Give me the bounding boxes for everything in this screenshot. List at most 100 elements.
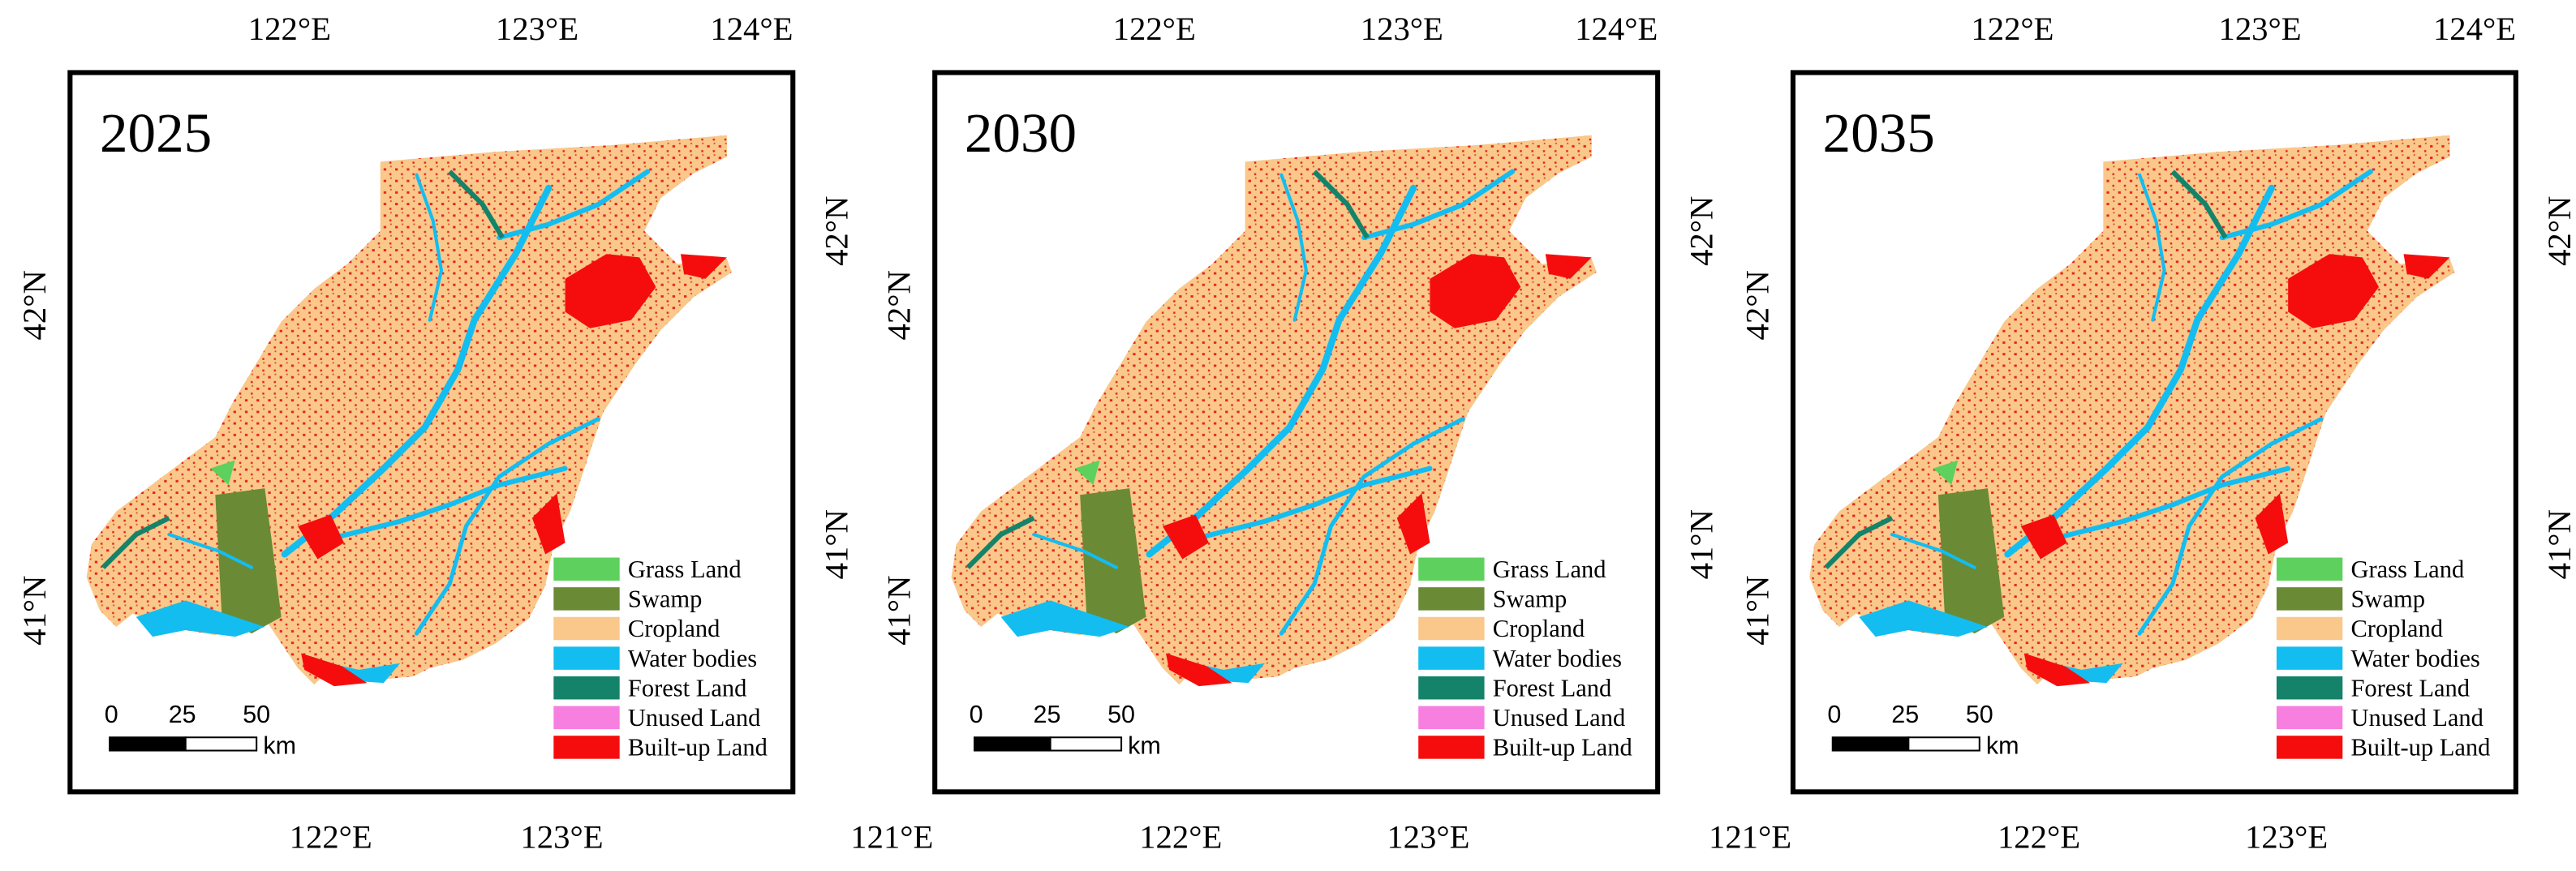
map-panel: 2035 122°E 123°E 124°E 121°E 122°E 123°E 42°N 41…: [1709, 11, 2576, 856]
scale-label: 50: [1966, 701, 1993, 728]
legend-swatch: [1418, 676, 1485, 700]
legend-label: Grass Land: [628, 556, 742, 583]
legend-swatch: [553, 646, 620, 670]
legend-label: Swamp: [2350, 586, 2425, 613]
legend-swatch: [1418, 736, 1485, 759]
latitude-label: 41°N: [1739, 575, 1775, 645]
scale-label: 25: [169, 701, 196, 728]
legend-label: Forest Land: [628, 674, 747, 702]
legend-label: Unused Land: [628, 704, 760, 732]
scale-label: 25: [1891, 701, 1919, 728]
legend-label: Grass Land: [2350, 556, 2464, 583]
latitude-label: 41°N: [2541, 509, 2576, 579]
legend-label: Built-up Land: [2350, 734, 2490, 762]
year-label: 2035: [1823, 101, 1935, 164]
longitude-label: 122°E: [248, 11, 331, 47]
scale-segment: [1907, 736, 1980, 752]
longitude-label: 122°E: [1113, 11, 1196, 47]
legend-swatch: [1418, 557, 1485, 581]
scale-label: 0: [970, 701, 983, 728]
legend-swatch: [2276, 557, 2343, 581]
scale-label: 50: [243, 701, 270, 728]
scale-unit: km: [1128, 732, 1161, 760]
legend-swatch: [1418, 587, 1485, 611]
longitude-label: 121°E: [1709, 819, 1791, 856]
legend-label: Swamp: [628, 586, 702, 613]
longitude-label: 122°E: [1998, 819, 2080, 856]
legend-label: Built-up Land: [1493, 734, 1632, 762]
scale-segment: [109, 736, 187, 752]
longitude-label: 124°E: [710, 11, 793, 47]
longitude-label: 123°E: [1387, 819, 1469, 856]
scale-bar: 0 25 50 km: [105, 701, 296, 760]
legend-swatch: [553, 736, 620, 759]
scale-bar: 0 25 50 km: [1827, 701, 2019, 760]
scale-label: 0: [105, 701, 118, 728]
year-label: 2025: [100, 101, 212, 164]
scale-segment: [1831, 736, 1910, 752]
legend-label: Water bodies: [628, 645, 757, 672]
legend-swatch: [1418, 616, 1485, 641]
legend-swatch: [553, 706, 620, 730]
legend-label: Forest Land: [1493, 674, 1612, 702]
legend-label: Cropland: [628, 615, 720, 642]
legend-swatch: [553, 587, 620, 611]
latitude-label: 42°N: [818, 196, 854, 266]
legend-label: Forest Land: [2350, 674, 2470, 702]
longitude-label: 122°E: [1139, 819, 1222, 856]
scale-label: 0: [1827, 701, 1841, 728]
legend-swatch: [2276, 587, 2343, 611]
legend-label: Cropland: [1493, 615, 1585, 642]
map-frame: [1790, 70, 2518, 795]
map-panel: 2025 122°E 123°E 124°E 122°E 123°E 42°N 41°N 42°…: [16, 11, 855, 856]
legend-label: Water bodies: [2350, 645, 2479, 672]
scale-segment: [184, 736, 258, 752]
longitude-label: 123°E: [1361, 11, 1443, 47]
longitude-label: 123°E: [2245, 819, 2328, 856]
longitude-label: 123°E: [520, 819, 603, 856]
legend-label: Unused Land: [2350, 704, 2483, 732]
longitude-label: 122°E: [1971, 11, 2053, 47]
legend-label: Built-up Land: [628, 734, 768, 762]
latitude-label: 41°N: [881, 575, 918, 645]
legend-swatch: [2276, 616, 2343, 641]
latitude-label: 41°N: [1683, 509, 1719, 579]
legend-swatch: [1418, 646, 1485, 670]
latitude-label: 41°N: [818, 509, 854, 579]
legend-label: Grass Land: [1493, 556, 1606, 583]
latitude-label: 42°N: [2541, 196, 2576, 266]
longitude-label: 123°E: [2219, 11, 2302, 47]
scale-segment: [974, 736, 1051, 752]
latitude-label: 42°N: [881, 270, 918, 340]
legend-swatch: [2276, 706, 2343, 730]
legend-swatch: [2276, 646, 2343, 670]
map-frame: [932, 70, 1661, 795]
longitude-label: 122°E: [290, 819, 372, 856]
longitude-label: 123°E: [496, 11, 578, 47]
legend-label: Swamp: [1493, 586, 1567, 613]
legend-swatch: [553, 557, 620, 581]
map-panel: 2030 122°E 123°E 124°E 121°E 122°E 123°E 42°N 41…: [850, 11, 1719, 856]
scale-label: 25: [1034, 701, 1061, 728]
legend-label: Unused Land: [1493, 704, 1625, 732]
scale-label: 50: [1107, 701, 1135, 728]
scale-segment: [1049, 736, 1123, 752]
legend-swatch: [2276, 676, 2343, 700]
scale-unit: km: [263, 732, 296, 760]
longitude-label: 124°E: [2433, 11, 2516, 47]
scale-bar: 0 25 50 km: [970, 701, 1161, 760]
legend-swatch: [553, 676, 620, 700]
longitude-label: 121°E: [850, 819, 933, 856]
legend-swatch: [1418, 706, 1485, 730]
year-label: 2030: [965, 101, 1077, 164]
longitude-label: 124°E: [1575, 11, 1658, 47]
latitude-label: 42°N: [1683, 196, 1719, 266]
legend-label: Water bodies: [1493, 645, 1622, 672]
latitude-label: 42°N: [16, 270, 53, 340]
legend-label: Cropland: [2350, 615, 2443, 642]
legend-swatch: [2276, 736, 2343, 759]
